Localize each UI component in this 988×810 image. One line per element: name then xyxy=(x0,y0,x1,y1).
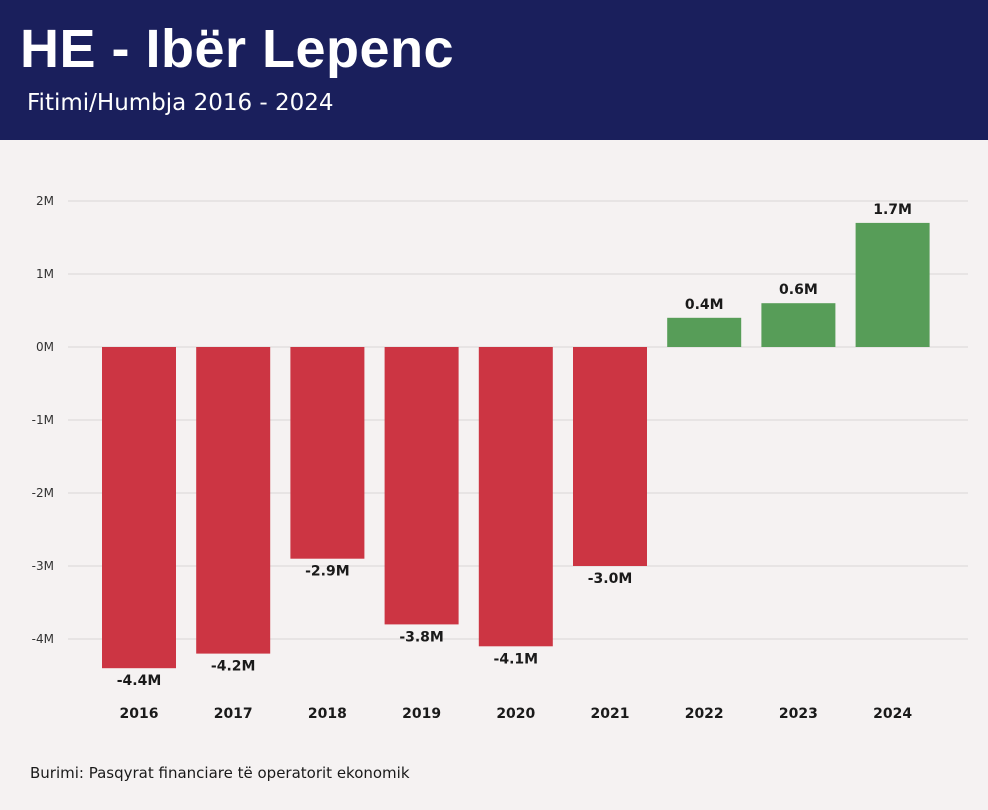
y-tick-label: -4M xyxy=(32,632,54,646)
bar xyxy=(196,347,271,654)
data-label: -2.9M xyxy=(305,564,350,580)
y-tick-label: -3M xyxy=(32,559,54,573)
bar-chart: 2M 1M 0M -1M -2M -3M -4M -4.4M 2016 -4.2M 2017 -2.9… xyxy=(32,194,968,722)
x-tick-label: 2018 xyxy=(308,706,347,722)
x-tick-label: 2021 xyxy=(591,706,630,722)
data-label: -4.4M xyxy=(117,673,162,689)
chart-title: HE - Ibër Lepenc xyxy=(20,19,455,79)
y-tick-label: -1M xyxy=(32,413,54,427)
data-label: 1.7M xyxy=(873,202,912,218)
bar xyxy=(855,222,930,347)
data-label: -3.0M xyxy=(588,571,633,587)
data-label: -4.2M xyxy=(211,659,256,675)
data-label: -3.8M xyxy=(399,629,444,645)
bar xyxy=(573,347,647,566)
bar xyxy=(384,347,459,625)
x-tick-label: 2020 xyxy=(496,706,535,722)
bar xyxy=(667,317,742,347)
x-tick-label: 2022 xyxy=(685,706,724,722)
bar xyxy=(478,347,553,647)
data-label: 0.4M xyxy=(685,297,724,313)
bar xyxy=(290,347,365,559)
chart-header: HE - Ibër Lepenc Fitimi/Humbja 2016 - 20… xyxy=(0,0,988,140)
x-tick-label: 2016 xyxy=(120,706,159,722)
x-tick-label: 2023 xyxy=(779,706,818,722)
bar xyxy=(102,347,176,669)
chart-subtitle: Fitimi/Humbja 2016 - 2024 xyxy=(27,90,334,116)
x-tick-label: 2017 xyxy=(214,706,253,722)
x-tick-label: 2019 xyxy=(402,706,441,722)
y-tick-label: -2M xyxy=(32,486,54,500)
y-tick-label: 0M xyxy=(36,340,54,354)
data-label: -4.1M xyxy=(494,651,539,667)
data-label: 0.6M xyxy=(779,282,818,298)
x-tick-label: 2024 xyxy=(873,706,912,722)
y-tick-label: 2M xyxy=(36,194,54,208)
bar xyxy=(761,303,836,347)
source-note: Burimi: Pasqyrat financiare të operatori… xyxy=(30,764,410,782)
y-tick-label: 1M xyxy=(36,267,54,281)
